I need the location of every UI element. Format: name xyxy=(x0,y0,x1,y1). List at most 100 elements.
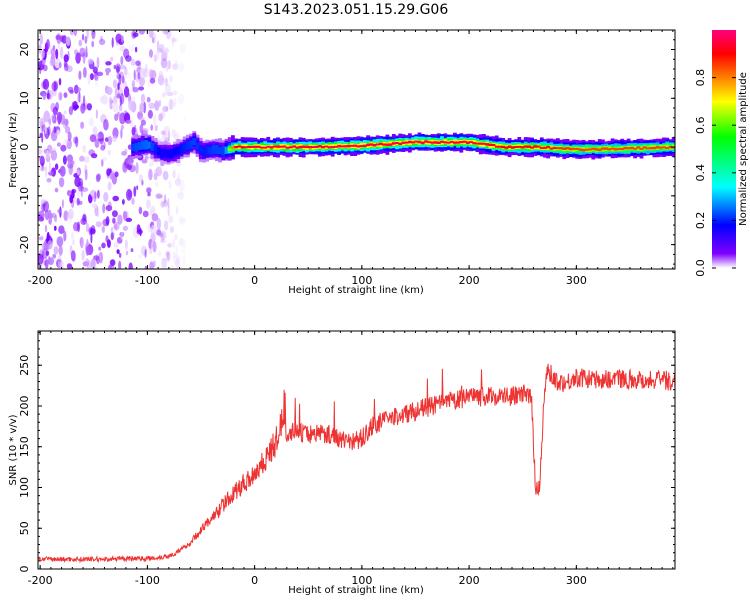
ridge-cell xyxy=(597,148,602,151)
noise-blob xyxy=(82,213,87,222)
noise-blob xyxy=(65,125,71,134)
noise-blob xyxy=(110,232,114,241)
ridge-cell xyxy=(218,147,222,155)
ridge-cell xyxy=(408,140,412,144)
ridge-cell xyxy=(604,147,608,150)
noise-blob xyxy=(100,35,103,42)
noise-blob xyxy=(82,144,87,153)
noise-blob xyxy=(155,50,160,60)
noise-blob xyxy=(181,238,187,249)
noise-blob xyxy=(44,126,47,134)
ridge-cell xyxy=(404,141,409,144)
ridge-cell xyxy=(221,146,226,156)
snr-ytick-label: 50 xyxy=(18,521,31,535)
noise-blob xyxy=(82,52,86,64)
ridge-cell xyxy=(395,142,399,144)
noise-blob xyxy=(102,203,106,214)
spectrogram-xlabel: Height of straight line (km) xyxy=(288,285,424,296)
noise-blob xyxy=(40,199,45,205)
ridge-cell xyxy=(211,145,216,154)
noise-blob xyxy=(163,194,167,205)
noise-blob xyxy=(81,249,85,261)
ridge-cell xyxy=(440,140,444,143)
noise-blob xyxy=(119,95,122,107)
noise-blob xyxy=(171,38,178,43)
spectrogram-ytick-label: 0 xyxy=(18,144,31,151)
ridge-cell xyxy=(256,145,261,148)
noise-blob xyxy=(50,48,56,57)
ridge-cell xyxy=(620,147,625,150)
noise-blob xyxy=(175,258,180,268)
noise-blob xyxy=(110,56,114,62)
ridge-cell xyxy=(153,145,158,155)
ridge-cell xyxy=(482,142,486,145)
noise-blob xyxy=(83,155,91,161)
noise-blob xyxy=(100,144,106,151)
noise-blob xyxy=(56,129,61,137)
noise-blob xyxy=(78,39,83,47)
noise-blob xyxy=(46,231,50,243)
noise-blob xyxy=(120,55,124,66)
noise-blob xyxy=(156,40,160,51)
noise-blob xyxy=(129,117,134,128)
noise-blob xyxy=(165,251,170,257)
noise-blob xyxy=(131,126,136,136)
noise-blob xyxy=(138,253,142,259)
noise-blob xyxy=(179,218,183,223)
noise-blob xyxy=(150,224,157,235)
noise-blob xyxy=(154,100,160,111)
ridge-cell xyxy=(192,138,197,145)
noise-blob xyxy=(178,237,184,247)
noise-blob xyxy=(135,73,140,83)
noise-blob xyxy=(128,157,134,166)
noise-blob xyxy=(123,66,128,76)
noise-blob xyxy=(76,190,82,197)
noise-blob xyxy=(121,151,127,156)
noise-blob xyxy=(53,80,56,92)
noise-blob xyxy=(167,59,171,70)
ridge-cell xyxy=(572,148,576,150)
noise-blob xyxy=(59,61,62,69)
noise-blob xyxy=(95,109,98,119)
noise-blob xyxy=(44,224,48,233)
noise-blob xyxy=(50,150,58,161)
noise-blob xyxy=(123,48,130,59)
noise-blob xyxy=(85,258,89,267)
noise-blob xyxy=(91,40,95,48)
noise-blob xyxy=(165,30,172,40)
noise-blob xyxy=(158,70,164,79)
noise-blob xyxy=(173,254,180,266)
noise-blob xyxy=(135,162,139,174)
noise-blob xyxy=(166,251,170,262)
ridge-cell xyxy=(272,145,277,150)
noise-blob xyxy=(92,126,98,135)
noise-blob xyxy=(45,149,50,160)
noise-blob xyxy=(87,73,91,85)
noise-blob xyxy=(111,37,114,48)
ridge-cell xyxy=(601,147,605,150)
noise-blob xyxy=(148,168,153,181)
noise-blob xyxy=(135,60,141,66)
noise-blob xyxy=(52,115,57,124)
ridge-cell xyxy=(533,145,538,148)
noise-blob xyxy=(179,179,186,191)
noise-blob xyxy=(94,266,98,269)
snr-ytick-label: 0 xyxy=(18,566,31,573)
noise-blob xyxy=(69,89,74,94)
noise-blob xyxy=(105,61,112,66)
noise-blob xyxy=(38,148,43,155)
noise-blob xyxy=(159,232,163,237)
ridge-cell xyxy=(224,146,229,154)
noise-blob xyxy=(168,98,174,110)
ridge-cell xyxy=(317,145,322,148)
noise-blob xyxy=(164,77,168,83)
ridge-cell xyxy=(475,142,480,145)
noise-blob xyxy=(66,212,73,224)
noise-blob xyxy=(59,46,64,59)
ridge-cell xyxy=(208,147,213,155)
noise-blob xyxy=(41,166,44,172)
snr-frame xyxy=(37,330,676,570)
ridge-cell xyxy=(253,145,258,148)
colorbar-ticks: 0.0 0.2 0.4 0.6 0.8 xyxy=(694,69,736,277)
